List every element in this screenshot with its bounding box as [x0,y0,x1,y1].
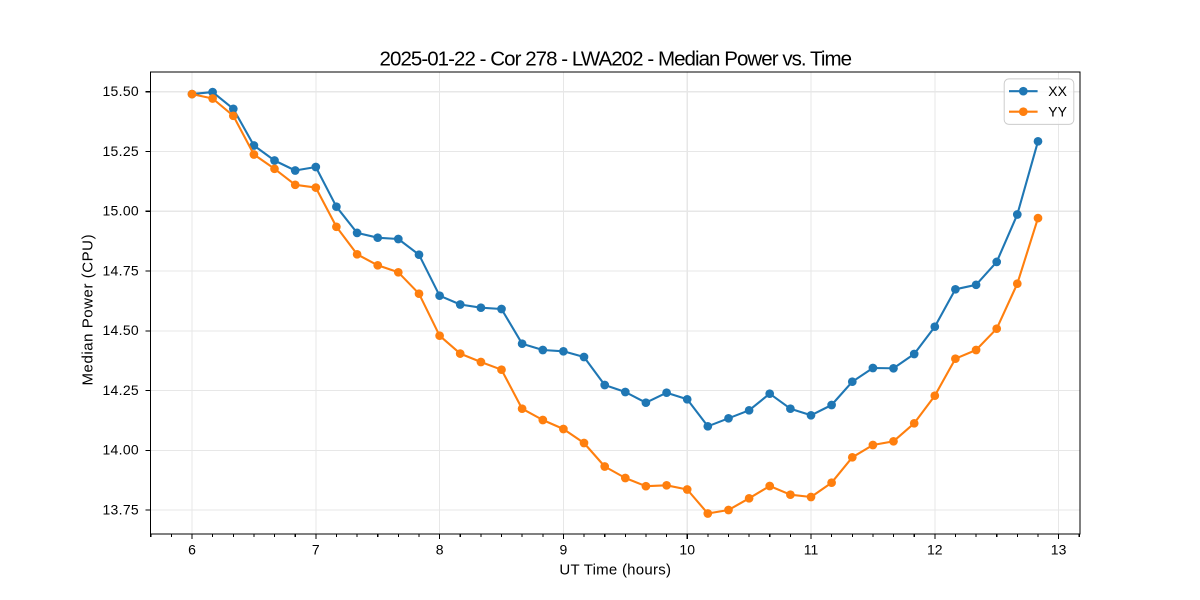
svg-text:14.75: 14.75 [102,262,139,278]
svg-text:15.25: 15.25 [102,143,139,159]
svg-text:15.50: 15.50 [102,83,139,99]
svg-text:14.25: 14.25 [102,382,139,398]
svg-text:2025-01-22 - Cor 278 - LWA202: 2025-01-22 - Cor 278 - LWA202 - Median P… [380,48,852,71]
svg-text:6: 6 [188,542,196,558]
svg-text:Median Power (CPU): Median Power (CPU) [80,234,97,386]
svg-text:14.50: 14.50 [102,322,139,338]
svg-text:14.00: 14.00 [102,442,139,458]
svg-text:13: 13 [1051,542,1067,558]
svg-text:10: 10 [679,542,695,558]
svg-text:13.75: 13.75 [102,501,139,517]
svg-text:YY: YY [1048,104,1067,120]
svg-text:15.00: 15.00 [102,203,139,219]
svg-text:7: 7 [312,542,320,558]
svg-text:12: 12 [927,542,943,558]
svg-text:9: 9 [560,542,568,558]
svg-text:XX: XX [1048,83,1067,99]
svg-text:8: 8 [436,542,444,558]
svg-text:11: 11 [804,542,819,558]
svg-text:UT Time (hours): UT Time (hours) [559,562,671,579]
